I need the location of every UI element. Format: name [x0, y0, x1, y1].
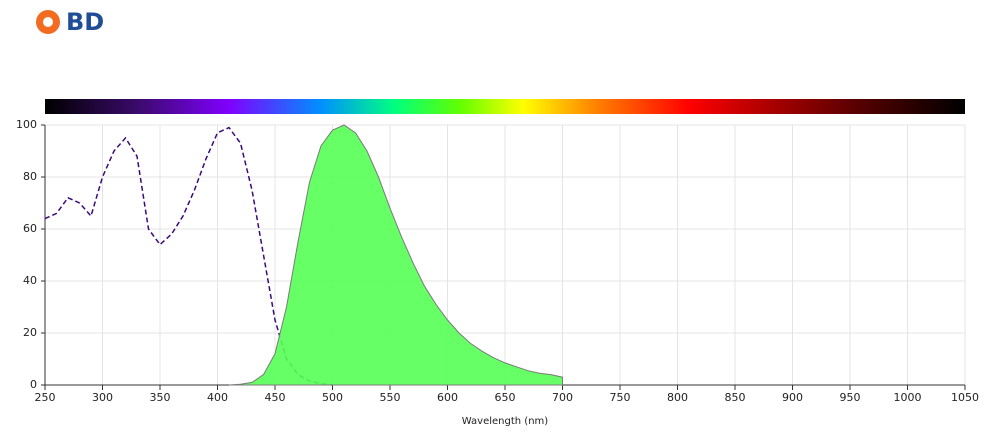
x-tick-label: 850: [725, 391, 746, 404]
x-tick-label: 450: [265, 391, 286, 404]
logo-icon: [36, 10, 60, 34]
x-axis-label: Wavelength (nm): [462, 416, 548, 427]
y-tick-label: 20: [23, 326, 37, 339]
x-tick-label: 300: [92, 391, 113, 404]
x-tick-label: 750: [610, 391, 631, 404]
x-tick-label: 700: [552, 391, 573, 404]
area: [228, 124, 563, 386]
x-tick-label: 350: [150, 391, 171, 404]
x-tick-label: 600: [437, 391, 458, 404]
spectrum-bar: [45, 99, 965, 114]
x-tick-label: 1050: [951, 391, 979, 404]
x-tick-label: 900: [782, 391, 803, 404]
y-tick-label: 100: [16, 118, 37, 131]
y-tick-label: 0: [30, 378, 37, 391]
y-tick-label: 60: [23, 222, 37, 235]
x-tick-label: 650: [495, 391, 516, 404]
x-tick-label: 400: [207, 391, 228, 404]
x-tick-label: 250: [35, 391, 56, 404]
x-tick-label: 1000: [894, 391, 922, 404]
x-tick-label: 800: [667, 391, 688, 404]
logo: BD: [66, 8, 104, 36]
x-tick-label: 950: [840, 391, 861, 404]
x-tick-label: 550: [380, 391, 401, 404]
y-tick-label: 40: [23, 274, 37, 287]
x-tick-label: 500: [322, 391, 343, 404]
y-tick-label: 80: [23, 170, 37, 183]
